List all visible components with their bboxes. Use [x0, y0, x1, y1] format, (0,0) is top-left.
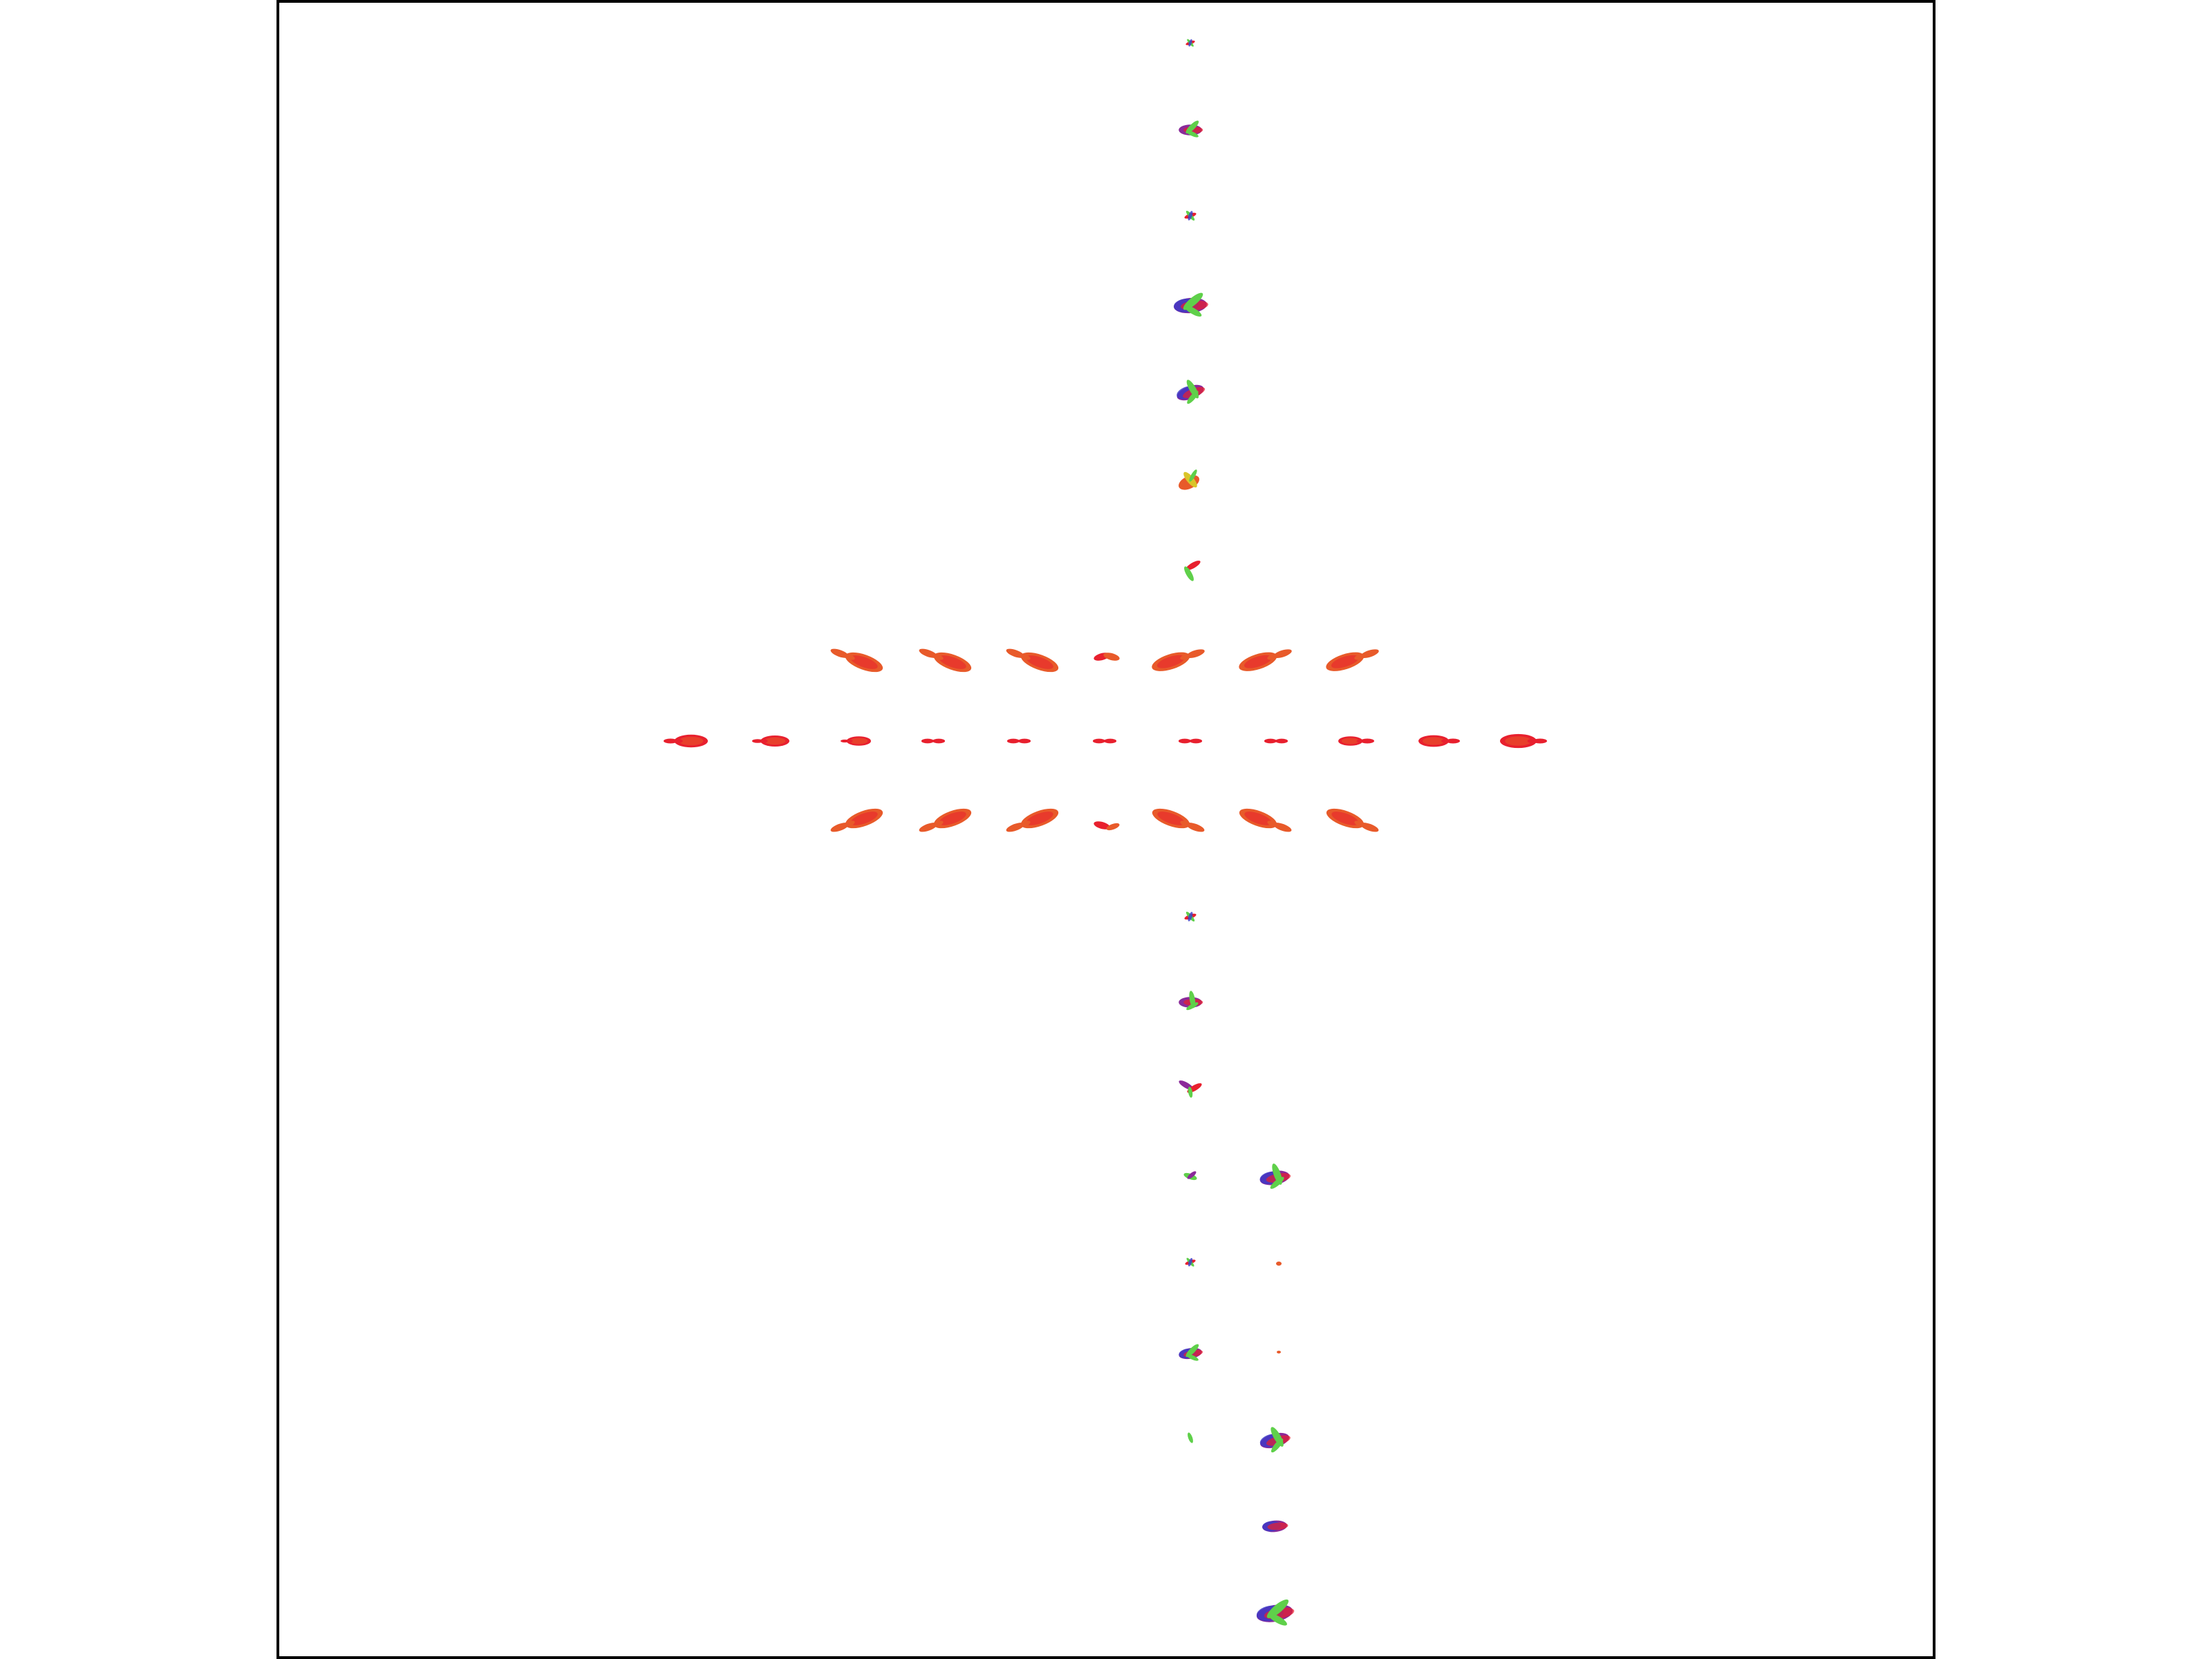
- glyph-col-right-6: [1256, 1599, 1295, 1626]
- glyph-row-2-9: [1338, 736, 1374, 746]
- glyph-col-bot-5: [1185, 1257, 1196, 1267]
- glyph-row-1-5: [1152, 649, 1205, 671]
- glyph-row-3-3: [1006, 808, 1059, 832]
- glyph-col-bot-3: [1179, 1080, 1202, 1098]
- glyph-col-right-5: [1262, 1520, 1288, 1533]
- glyph-row-1-3: [1006, 648, 1059, 673]
- glyph-row-2-11: [1499, 733, 1547, 749]
- glyph-row-1-2: [919, 648, 972, 673]
- glyph-row-2-6: [1092, 738, 1117, 744]
- glyph-row-3-6: [1239, 808, 1292, 832]
- glyph-col-bot-2: [1179, 991, 1203, 1011]
- glyph-row-3-2: [919, 808, 972, 832]
- glyph-col-bot-1: [1184, 911, 1197, 922]
- glyph-col-top-3: [1184, 210, 1197, 221]
- glyph-col-top-2: [1179, 120, 1203, 138]
- glyph-col-top-5: [1177, 379, 1206, 404]
- glyph-col-right-3: [1277, 1351, 1281, 1353]
- glyph-field: [664, 39, 1547, 1626]
- glyph-col-right-4: [1259, 1427, 1291, 1453]
- glyph-row-1-6: [1239, 649, 1292, 671]
- glyph-viewport[interactable]: [276, 0, 1936, 1659]
- glyph-col-top-6: [1179, 469, 1199, 490]
- glyph-col-bot-7: [1188, 1432, 1193, 1443]
- glyph-col-right-2: [1276, 1262, 1282, 1266]
- glyph-row-2-5: [1006, 738, 1031, 744]
- glyph-row-2-4: [921, 738, 946, 744]
- glyph-row-2-2: [752, 735, 789, 747]
- glyph-row-2-1: [664, 734, 708, 748]
- glyph-col-top-1: [1185, 39, 1195, 47]
- glyph-col-right-1: [1259, 1163, 1291, 1189]
- glyph-row-2-8: [1264, 738, 1288, 744]
- glyph-row-3-5: [1152, 808, 1205, 832]
- glyph-row-2-7: [1178, 738, 1203, 744]
- glyph-row-1-7: [1326, 649, 1379, 671]
- glyph-row-1-1: [830, 648, 883, 673]
- glyph-row-3-1: [830, 808, 883, 832]
- glyph-col-top-7: [1184, 561, 1201, 581]
- glyph-row-3-4: [1094, 821, 1120, 831]
- glyph-row-2-3: [841, 736, 871, 746]
- glyph-col-bot-4: [1183, 1171, 1197, 1181]
- glyph-col-bot-6: [1179, 1344, 1203, 1361]
- glyph-row-2-10: [1418, 735, 1460, 747]
- glyph-col-top-4: [1174, 292, 1208, 317]
- glyph-row-3-7: [1326, 808, 1379, 832]
- glyph-row-1-4: [1094, 653, 1120, 661]
